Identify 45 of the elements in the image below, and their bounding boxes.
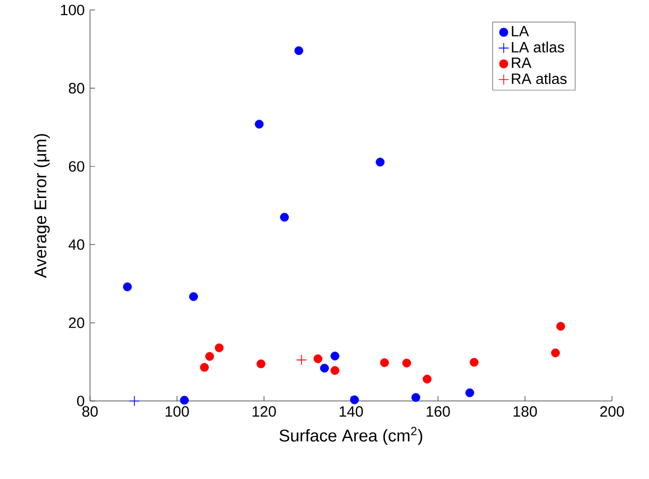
point (256, 359, 266, 368)
point (189, 292, 198, 301)
x-tick-label: 100 (166, 406, 189, 417)
point (200, 362, 209, 372)
legend-label: RA (512, 58, 532, 68)
point (422, 374, 432, 384)
point (254, 120, 264, 129)
y-tick-label: 60 (68, 161, 84, 172)
legend-label: RA atlas (512, 73, 567, 84)
y-tick-label: 40 (68, 239, 84, 250)
point (296, 354, 307, 366)
y-tick-label: 0 (77, 396, 84, 406)
x-tick-label: 120 (252, 406, 276, 417)
point (411, 393, 420, 402)
x-tick-label: 180 (514, 406, 537, 417)
point (376, 158, 385, 166)
point (350, 395, 359, 404)
point (330, 352, 340, 360)
legend-label: LA atlas (512, 42, 564, 52)
point (380, 358, 389, 368)
point (314, 354, 322, 364)
point (551, 348, 560, 358)
point (320, 364, 329, 373)
point (330, 366, 340, 375)
point (465, 388, 474, 398)
point (180, 396, 189, 405)
x-axis-title: Surface Area (cm$^{2}$) (280, 426, 422, 445)
y-tick-label: 80 (68, 82, 84, 94)
point (402, 358, 412, 368)
point (470, 358, 479, 367)
x-tick-label: 80 (82, 406, 98, 417)
legend-label: LA (512, 26, 529, 36)
y-tick-label: 20 (68, 317, 84, 328)
point (123, 282, 132, 292)
x-tick-label: 200 (600, 406, 624, 417)
point (294, 46, 304, 56)
y-axis-title: Average Error (μm) (34, 134, 50, 278)
point (214, 343, 224, 352)
point (280, 212, 289, 222)
x-tick-label: 140 (340, 406, 363, 417)
point (128, 396, 140, 406)
x-tick-label: 160 (426, 406, 450, 417)
y-tick-label: 100 (61, 4, 84, 16)
point (205, 352, 214, 361)
point (556, 322, 566, 331)
